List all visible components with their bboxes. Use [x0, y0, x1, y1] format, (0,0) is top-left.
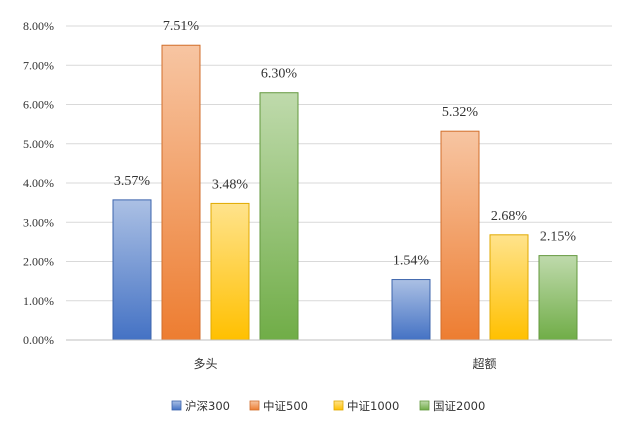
gridlines: [66, 25, 612, 302]
data-label: 3.57%: [114, 174, 151, 189]
y-axis-tick-labels: 0.00% 1.00% 2.00% 3.00% 4.00% 5.00% 6.00% 7.00%…: [23, 19, 54, 347]
legend-item: 国证2000: [419, 399, 485, 413]
bar-中证500-多头: [161, 44, 201, 341]
legend: 沪深300 中证500 中证1000 国证2000: [171, 399, 485, 413]
bar-中证1000-超额: [489, 234, 529, 341]
data-labels: 3.57% 7.51% 3.48% 6.30% 1.54% 5.32% 2.68% 2.15%: [114, 19, 577, 268]
data-label: 3.48%: [212, 177, 249, 192]
y-tick-label: 3.00%: [23, 215, 54, 229]
bar-国证2000-多头: [259, 92, 299, 341]
legend-swatch: [333, 400, 344, 411]
y-tick-label: 1.00%: [23, 294, 54, 308]
bar-国证2000-超额: [538, 255, 578, 341]
data-label: 2.15%: [540, 230, 577, 245]
bar-中证1000-多头: [210, 202, 250, 341]
y-tick-label: 5.00%: [23, 137, 54, 151]
category-label: 超额: [472, 356, 496, 371]
legend-item: 中证500: [249, 399, 308, 413]
legend-label: 国证2000: [433, 399, 485, 413]
data-label: 7.51%: [163, 19, 200, 34]
x-axis-category-labels: 多头 超额: [193, 356, 496, 371]
y-tick-label: 0.00%: [23, 333, 54, 347]
bar-沪深300-超额: [391, 279, 431, 341]
data-label: 6.30%: [261, 67, 298, 82]
legend-swatch: [249, 400, 260, 411]
legend-item: 沪深300: [171, 399, 230, 413]
category-label: 多头: [193, 357, 217, 371]
bar-沪深300-多头: [112, 199, 152, 341]
legend-item: 中证1000: [333, 399, 399, 413]
data-label: 1.54%: [393, 254, 430, 269]
legend-swatch: [171, 400, 182, 411]
legend-swatch: [419, 400, 430, 411]
y-tick-label: 6.00%: [23, 98, 54, 112]
legend-label: 中证500: [263, 399, 308, 413]
y-tick-label: 2.00%: [23, 255, 54, 269]
legend-label: 中证1000: [347, 399, 399, 413]
bars: [112, 44, 578, 341]
y-tick-label: 4.00%: [23, 176, 54, 190]
y-tick-label: 8.00%: [23, 19, 54, 33]
y-tick-label: 7.00%: [23, 58, 54, 72]
legend-label: 沪深300: [185, 399, 230, 413]
bar-中证500-超额: [440, 130, 480, 341]
data-label: 5.32%: [442, 105, 479, 120]
data-label: 2.68%: [491, 209, 528, 224]
